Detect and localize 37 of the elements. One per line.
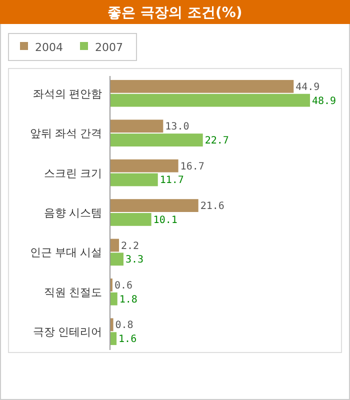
bar <box>110 318 114 332</box>
bar <box>110 252 124 266</box>
data-label: 22.7 <box>204 136 229 147</box>
data-label: 48.9 <box>312 96 336 107</box>
data-label: 16.7 <box>180 161 204 172</box>
bar <box>110 238 119 252</box>
legend-label: 2004 <box>35 41 63 54</box>
bar <box>110 199 198 212</box>
data-label: 10.1 <box>153 214 178 226</box>
legend-label: 2007 <box>95 41 123 54</box>
data-label: 3.3 <box>125 254 144 266</box>
y-tick-label: 극장 인테리어 <box>32 326 102 339</box>
y-tick-label: 음향 시스템 <box>44 208 102 220</box>
data-label: 21.6 <box>200 201 224 212</box>
data-label: 13.0 <box>165 122 190 133</box>
bar <box>110 213 152 226</box>
bar <box>110 134 203 146</box>
y-tick-label: 인근 부대 시설 <box>30 247 102 260</box>
data-label: 0.6 <box>114 280 133 292</box>
chart-title: 좋은 극장의 조건(%) <box>108 5 242 21</box>
data-label: 2.2 <box>121 240 140 252</box>
bar <box>110 94 310 107</box>
data-label: 1.8 <box>119 294 138 306</box>
data-label: 1.6 <box>118 334 137 346</box>
y-tick-label: 앞뒤 좌석 간격 <box>30 128 102 140</box>
data-label: 11.7 <box>160 175 184 186</box>
data-label: 0.8 <box>115 320 134 332</box>
bar <box>110 120 164 133</box>
bar <box>110 332 117 346</box>
y-tick-label: 스크린 크기 <box>44 168 102 180</box>
y-tick-label: 직원 친절도 <box>44 286 102 299</box>
bar <box>110 292 118 306</box>
bar <box>110 173 158 186</box>
bar <box>110 80 294 93</box>
data-label: 44.9 <box>296 82 320 93</box>
bar <box>110 159 178 172</box>
y-tick-label: 좌석의 편안함 <box>32 88 102 100</box>
